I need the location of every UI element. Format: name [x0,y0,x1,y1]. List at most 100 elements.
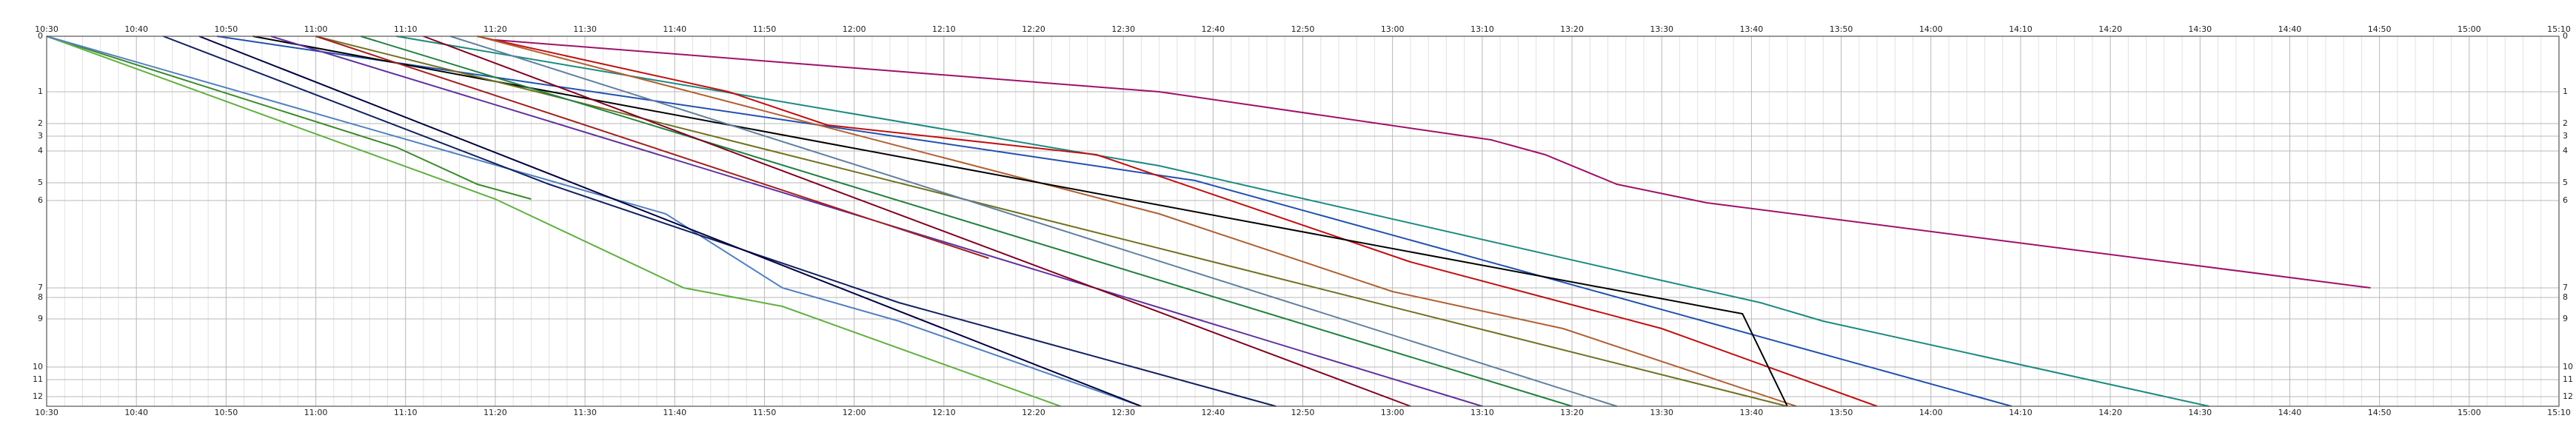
x-tick-label-top: 10:50 [215,24,238,34]
y-tick-label-left: 10 [33,362,43,371]
x-tick-label-top: 13:00 [1381,24,1405,34]
x-tick-label-bottom: 11:50 [753,408,777,417]
x-tick-label-top: 13:10 [1471,24,1494,34]
x-tick-label-bottom: 13:20 [1560,408,1584,417]
series-line [315,36,989,259]
x-tick-label-bottom: 11:00 [304,408,328,417]
x-tick-label-bottom: 11:10 [394,408,418,417]
x-tick-label-bottom: 12:30 [1111,408,1135,417]
x-tick-label-top: 11:40 [663,24,686,34]
y-tick-label-left: 5 [38,178,43,187]
y-tick-label-right: 3 [2563,131,2568,141]
x-tick-label-bottom: 12:50 [1291,408,1315,417]
x-tick-label-top: 10:30 [35,24,58,34]
x-tick-label-top: 14:00 [1919,24,1943,34]
x-tick-label-bottom: 12:10 [932,408,956,417]
x-tick-label-top: 11:00 [304,24,328,34]
y-tick-label-right: 1 [2563,87,2568,96]
y-tick-label-right: 6 [2563,195,2568,205]
y-tick-label-left: 1 [38,87,43,96]
x-tick-label-bottom: 14:30 [2188,408,2212,417]
x-tick-label-top: 12:20 [1022,24,1046,34]
y-tick-label-right: 7 [2563,283,2568,292]
series-line [46,36,1061,407]
x-tick-label-top: 14:20 [2098,24,2122,34]
y-tick-label-left: 4 [38,146,43,155]
y-tick-label-right: 0 [2563,31,2568,41]
x-tick-label-top: 14:40 [2278,24,2302,34]
x-tick-label-bottom: 12:00 [843,408,866,417]
y-tick-label-right: 9 [2563,314,2568,323]
series-line [46,36,1142,407]
y-tick-label-left: 0 [38,31,43,41]
y-tick-label-left: 6 [38,195,43,205]
x-tick-label-bottom: 10:50 [215,408,238,417]
x-tick-label-bottom: 14:50 [2368,408,2392,417]
series-line [423,36,1411,407]
x-tick-label-top: 14:10 [2009,24,2033,34]
series-line [46,36,532,200]
x-tick-label-bottom: 14:10 [2009,408,2033,417]
y-tick-label-right: 11 [2563,374,2573,384]
x-tick-label-top: 15:10 [2547,24,2571,34]
x-tick-label-bottom: 10:30 [35,408,58,417]
y-tick-label-left: 8 [38,292,43,302]
y-tick-label-right: 8 [2563,292,2568,302]
x-tick-label-top: 10:40 [124,24,148,34]
y-tick-label-left: 7 [38,283,43,292]
x-tick-label-top: 12:50 [1291,24,1315,34]
x-tick-label-bottom: 13:10 [1471,408,1494,417]
series-line [163,36,1277,407]
x-tick-label-top: 12:30 [1111,24,1135,34]
y-tick-label-left: 11 [33,374,43,384]
x-tick-label-top: 15:00 [2458,24,2481,34]
x-tick-label-bottom: 13:50 [1830,408,1853,417]
x-tick-label-top: 13:50 [1830,24,1853,34]
y-tick-label-left: 3 [38,131,43,141]
y-tick-label-right: 2 [2563,118,2568,128]
series-line [198,36,1142,407]
x-tick-label-bottom: 13:00 [1381,408,1405,417]
x-tick-label-top: 14:50 [2368,24,2392,34]
x-tick-label-bottom: 13:30 [1650,408,1673,417]
series-line [252,36,1788,407]
grid [46,36,2560,406]
x-tick-label-bottom: 14:20 [2098,408,2122,417]
y-tick-label-right: 12 [2563,391,2573,401]
x-tick-label-bottom: 15:00 [2458,408,2481,417]
x-tick-label-top: 12:40 [1201,24,1225,34]
x-tick-label-top: 11:30 [573,24,597,34]
y-tick-label-left: 12 [33,391,43,401]
x-tick-label-top: 11:50 [753,24,777,34]
series-line [477,36,1878,407]
x-tick-label-bottom: 10:40 [124,408,148,417]
x-tick-label-top: 11:20 [484,24,507,34]
plot-frame [46,36,2560,407]
x-tick-label-bottom: 14:40 [2278,408,2302,417]
x-tick-label-bottom: 13:40 [1740,408,1764,417]
series-line [217,36,2013,407]
y-tick-label-right: 5 [2563,178,2568,187]
x-tick-label-bottom: 11:30 [573,408,597,417]
x-tick-label-bottom: 14:00 [1919,408,1943,417]
lines [46,36,2371,407]
x-tick-label-top: 14:30 [2188,24,2212,34]
x-tick-label-bottom: 12:40 [1201,408,1225,417]
series-line [450,36,1617,407]
x-tick-label-top: 11:10 [394,24,418,34]
y-tick-label-right: 4 [2563,146,2568,155]
series-line [495,39,2371,289]
series-line [396,36,2209,407]
x-tick-label-top: 12:10 [932,24,956,34]
x-tick-label-top: 13:40 [1740,24,1764,34]
series-line [360,36,1573,407]
y-tick-label-left: 9 [38,314,43,323]
x-tick-label-bottom: 15:10 [2547,408,2571,417]
x-tick-label-bottom: 11:40 [663,408,686,417]
x-tick-label-top: 13:30 [1650,24,1673,34]
x-tick-label-top: 12:00 [843,24,866,34]
series-line [477,36,1797,407]
y-tick-label-left: 2 [38,118,43,128]
x-tick-label-top: 13:20 [1560,24,1584,34]
